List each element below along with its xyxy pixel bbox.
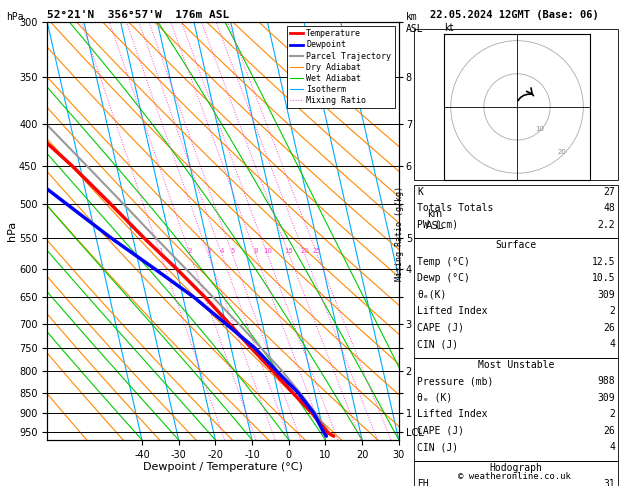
Text: 10: 10 — [535, 126, 544, 133]
Text: 2: 2 — [187, 248, 192, 254]
Text: 4: 4 — [220, 248, 224, 254]
Text: 2: 2 — [610, 409, 615, 419]
Text: CIN (J): CIN (J) — [417, 339, 458, 349]
Text: 12.5: 12.5 — [592, 257, 615, 267]
Text: 20: 20 — [558, 149, 567, 155]
Text: CAPE (J): CAPE (J) — [417, 323, 464, 333]
Text: Lifted Index: Lifted Index — [417, 409, 487, 419]
Text: 1: 1 — [158, 248, 163, 254]
Text: © weatheronline.co.uk: © weatheronline.co.uk — [458, 472, 571, 481]
Text: 3: 3 — [206, 248, 211, 254]
Text: 4: 4 — [610, 339, 615, 349]
Y-axis label: km
ASL: km ASL — [425, 209, 443, 231]
Text: 2.2: 2.2 — [598, 220, 615, 230]
Text: 26: 26 — [603, 426, 615, 436]
Text: 2: 2 — [610, 306, 615, 316]
Text: 988: 988 — [598, 376, 615, 386]
Text: Pressure (mb): Pressure (mb) — [417, 376, 493, 386]
Text: θₑ (K): θₑ (K) — [417, 393, 452, 403]
Text: Lifted Index: Lifted Index — [417, 306, 487, 316]
Text: 48: 48 — [603, 203, 615, 213]
Text: 22.05.2024 12GMT (Base: 06): 22.05.2024 12GMT (Base: 06) — [430, 10, 599, 20]
Text: CAPE (J): CAPE (J) — [417, 426, 464, 436]
Text: 31: 31 — [603, 479, 615, 486]
Text: 27: 27 — [603, 187, 615, 197]
X-axis label: Dewpoint / Temperature (°C): Dewpoint / Temperature (°C) — [143, 462, 303, 472]
Text: EH: EH — [417, 479, 429, 486]
Text: Surface: Surface — [496, 240, 537, 250]
Text: 5: 5 — [230, 248, 235, 254]
Text: kt: kt — [444, 23, 454, 33]
Text: 8: 8 — [253, 248, 258, 254]
Text: 26: 26 — [603, 323, 615, 333]
Text: hPa: hPa — [6, 12, 24, 22]
Text: 20: 20 — [300, 248, 309, 254]
Text: 309: 309 — [598, 290, 615, 300]
Text: 25: 25 — [313, 248, 321, 254]
Y-axis label: hPa: hPa — [8, 221, 18, 241]
Text: Hodograph: Hodograph — [489, 463, 543, 473]
Text: Totals Totals: Totals Totals — [417, 203, 493, 213]
Text: PW (cm): PW (cm) — [417, 220, 458, 230]
Text: Temp (°C): Temp (°C) — [417, 257, 470, 267]
Text: 15: 15 — [284, 248, 293, 254]
Text: θₑ(K): θₑ(K) — [417, 290, 447, 300]
Text: Mixing Ratio (g/kg): Mixing Ratio (g/kg) — [395, 186, 404, 281]
Text: 10.5: 10.5 — [592, 273, 615, 283]
Text: 52°21'N  356°57'W  176m ASL: 52°21'N 356°57'W 176m ASL — [47, 10, 230, 20]
Legend: Temperature, Dewpoint, Parcel Trajectory, Dry Adiabat, Wet Adiabat, Isotherm, Mi: Temperature, Dewpoint, Parcel Trajectory… — [287, 26, 394, 108]
Text: 4: 4 — [610, 442, 615, 452]
Text: Dewp (°C): Dewp (°C) — [417, 273, 470, 283]
Text: 309: 309 — [598, 393, 615, 403]
Text: km
ASL: km ASL — [406, 12, 423, 34]
Text: 10: 10 — [263, 248, 272, 254]
Text: CIN (J): CIN (J) — [417, 442, 458, 452]
Text: K: K — [417, 187, 423, 197]
Text: Most Unstable: Most Unstable — [478, 360, 554, 370]
